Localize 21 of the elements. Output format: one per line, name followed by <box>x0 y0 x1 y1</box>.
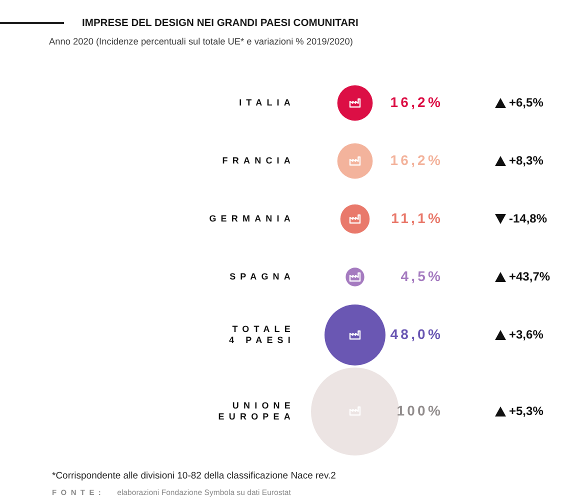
data-label: 4,5% <box>400 268 443 284</box>
data-label: 11,1% <box>391 210 443 226</box>
data-label: 48,0% <box>390 326 443 342</box>
category-label: UNIONE EUROPEA <box>218 400 295 422</box>
category-label: TOTALE 4 PAESI <box>228 324 295 345</box>
category-label: FRANCIA <box>222 155 295 166</box>
data-label: 100% <box>396 402 443 418</box>
data-label: +3,6% <box>509 327 544 342</box>
data-label: +43,7% <box>509 269 550 284</box>
text: *Corrispondente alle divisioni 10-82 della classificazione Nace rev.2 <box>52 470 336 482</box>
text: Anno 2020 (Incidenze percentuali sul totale UE* e variazioni % 2019/2020) <box>49 36 353 47</box>
category-label: ITALIA <box>239 97 295 108</box>
text: IMPRESE DEL DESIGN NEI GRANDI PAESI COMUNITARI <box>82 18 358 29</box>
category-label: SPAGNA <box>230 271 295 282</box>
data-label: 16,2% <box>390 152 443 168</box>
data-label: 16,2% <box>390 94 443 110</box>
data-label: +5,3% <box>509 404 544 418</box>
data-label: +6,5% <box>509 95 544 110</box>
category-label: GERMANIA <box>209 213 295 224</box>
data-label: -14,8% <box>509 211 548 226</box>
data-label: +8,3% <box>509 153 544 168</box>
